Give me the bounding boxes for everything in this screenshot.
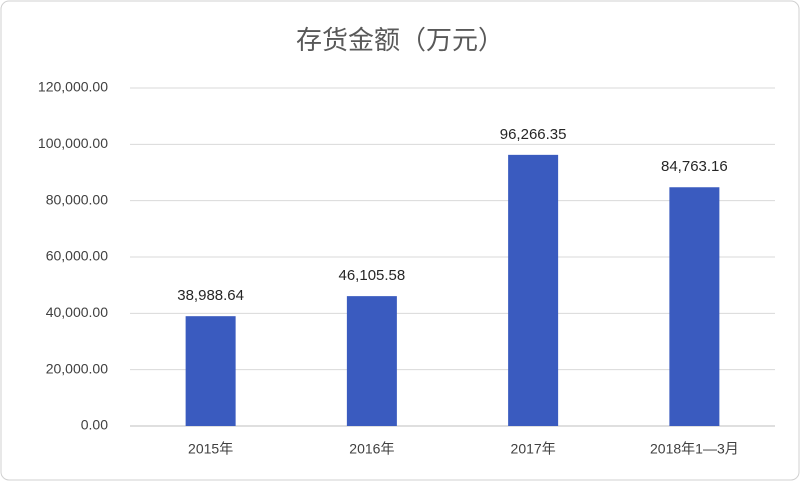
x-tick-label: 2015年 — [188, 441, 233, 457]
bar — [185, 316, 236, 426]
data-label: 96,266.35 — [500, 126, 567, 143]
bar — [508, 154, 559, 426]
data-label: 38,988.64 — [177, 287, 244, 304]
data-label: 84,763.16 — [661, 158, 728, 175]
chart-title: 存货金额（万元） — [296, 25, 504, 55]
x-tick-label: 2018年1—3月 — [650, 441, 739, 457]
y-tick-label: 120,000.00 — [38, 79, 108, 95]
y-tick-label: 20,000.00 — [46, 360, 108, 376]
x-tick-label: 2016年 — [349, 441, 394, 457]
data-label: 46,105.58 — [339, 267, 406, 284]
y-tick-label: 40,000.00 — [46, 304, 108, 320]
bar — [669, 187, 720, 426]
x-tick-label: 2017年 — [511, 441, 556, 457]
y-tick-label: 0.00 — [81, 417, 108, 433]
y-tick-label: 60,000.00 — [46, 248, 108, 264]
y-tick-label: 100,000.00 — [38, 135, 108, 151]
bar — [346, 296, 397, 426]
y-tick-label: 80,000.00 — [46, 191, 108, 207]
